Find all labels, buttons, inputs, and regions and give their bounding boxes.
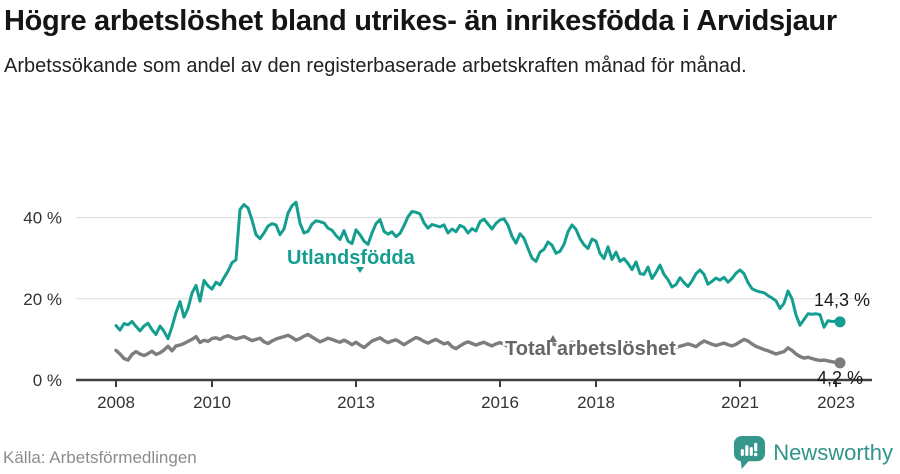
svg-text:2008: 2008 — [97, 393, 135, 412]
gridlines-and-ytick-labels: 0 % 20 % 40 % — [23, 209, 872, 390]
page-title: Högre arbetslöshet bland utrikes- än inr… — [4, 5, 837, 37]
svg-text:2021: 2021 — [721, 393, 759, 412]
svg-text:2023: 2023 — [817, 393, 855, 412]
newsworthy-wordmark: Newsworthy — [773, 439, 893, 465]
label-pointer-up-icon — [549, 335, 557, 342]
chart-header: Högre arbetslöshet bland utrikes- än inr… — [4, 2, 837, 82]
svg-text:2016: 2016 — [481, 393, 519, 412]
source-note: Källa: Arbetsförmedlingen — [3, 448, 197, 467]
svg-text:2013: 2013 — [337, 393, 375, 412]
label-pointer-down-icon — [356, 267, 364, 273]
series-label-total-arbetsloshet: Total arbetslöshet — [505, 338, 676, 360]
end-value-total: 4,2 % — [817, 368, 863, 388]
series-lines — [114, 200, 846, 369]
series-label-utlandsfodda: Utlandsfödda — [287, 247, 416, 269]
newsworthy-bubble-chart-icon — [734, 436, 766, 469]
svg-text:20 %: 20 % — [23, 290, 62, 309]
svg-text:2010: 2010 — [193, 393, 231, 412]
end-value-utlandsfodda: 14,3 % — [814, 290, 870, 310]
page-subtitle: Arbetssökande som andel av den registerb… — [4, 55, 747, 78]
svg-text:0 %: 0 % — [33, 371, 62, 390]
x-axis: 2008 2010 2013 2016 2018 2021 2023 — [76, 378, 872, 412]
line-chart: 0 % 20 % 40 % 2008 2010 2013 2016 2018 2021 2023… — [23, 200, 872, 412]
newsworthy-logo[interactable]: Newsworthy — [733, 435, 893, 470]
svg-text:40 %: 40 % — [23, 209, 62, 228]
svg-text:2018: 2018 — [577, 393, 615, 412]
